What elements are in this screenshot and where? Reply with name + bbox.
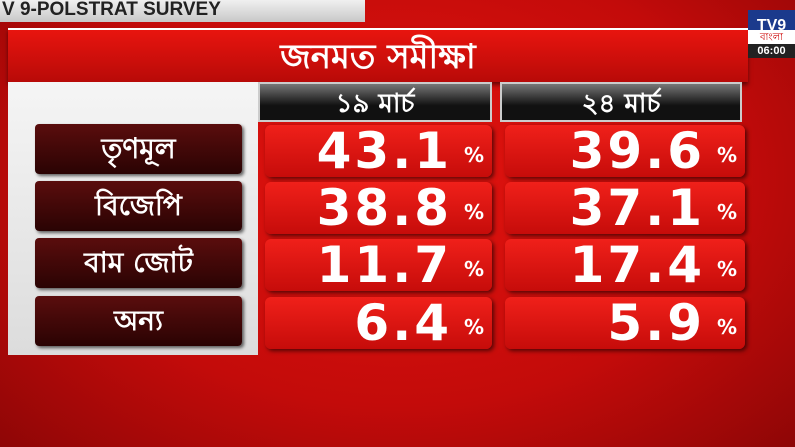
percent-sign: % [716,200,737,224]
percent-sign: % [463,315,484,339]
value-number: 43.1 [316,122,452,180]
value-number: 38.8 [316,179,452,237]
row-label: বিজেপি [35,181,242,231]
value-number: 39.6 [569,122,705,180]
value-cell: 11.7% [265,239,492,291]
value-cell: 5.9% [505,297,745,349]
percent-sign: % [716,315,737,339]
clock: 06:00 [748,44,795,58]
value-cell: 17.4% [505,239,745,291]
percent-sign: % [716,143,737,167]
percent-sign: % [463,200,484,224]
value-number: 37.1 [569,179,705,237]
value-cell: 43.1% [265,125,492,177]
value-cell: 6.4% [265,297,492,349]
row-label: তৃণমূল [35,124,242,174]
percent-sign: % [463,257,484,281]
page-title: জনমত সমীক্ষা [8,28,748,82]
row-label: অন্য [35,296,242,346]
value-cell: 38.8% [265,182,492,234]
value-cell: 37.1% [505,182,745,234]
column-header-19-march: ১৯ মার্চ [258,82,492,122]
value-number: 6.4 [354,294,452,352]
column-header-24-march: ২৪ মার্চ [500,82,742,122]
value-cell: 39.6% [505,125,745,177]
percent-sign: % [463,143,484,167]
value-number: 11.7 [316,236,452,294]
value-number: 5.9 [607,294,705,352]
percent-sign: % [716,257,737,281]
survey-banner: V 9-POLSTRAT SURVEY [0,0,365,22]
channel-subtitle: বাংলা [748,30,795,44]
row-label: বাম জোট [35,238,242,288]
value-number: 17.4 [569,236,705,294]
